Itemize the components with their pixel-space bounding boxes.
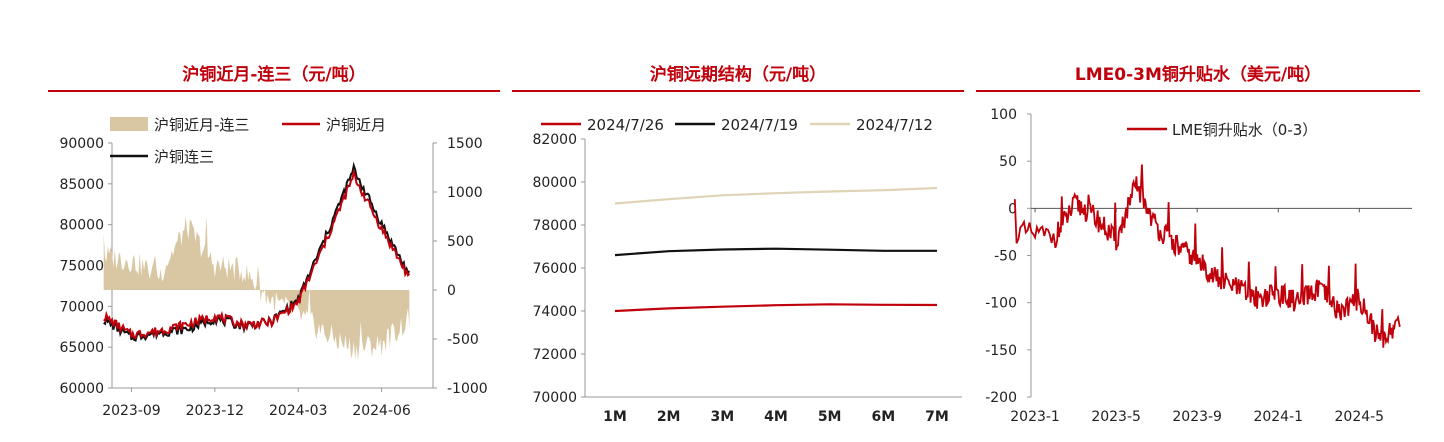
legend-label-0: 2024/7/26 [587,116,664,134]
chart-title: LME0-3M铜升贴水（美元/吨） [1074,65,1322,85]
x-tick-label: 2023-1 [1010,409,1060,425]
y-right-tick-label: -1000 [447,381,488,397]
y-tick-label: 74000 [532,304,577,320]
y-left-tick-label: 75000 [59,259,104,275]
series-area-spread [103,215,410,361]
y-tick-label: -100 [985,296,1017,312]
y-left-tick-label: 90000 [59,136,104,152]
x-tick-label: 2023-5 [1091,409,1141,425]
y-left-tick-label: 80000 [59,218,104,234]
x-tick-label: 7M [925,409,949,425]
title-underline [976,90,1420,92]
x-tick-label: 2024-06 [352,403,411,419]
chart-panel-forward-curve: 沪铜远期结构（元/吨） [512,0,964,442]
x-tick-label: 2023-09 [102,403,161,419]
title-underline [512,90,964,92]
legend-label-spread: 沪铜近月-连三 [154,116,249,134]
x-tick-label: 2M [657,409,681,425]
series-line-2 [614,186,938,205]
y-right-tick-label: 1500 [447,136,483,152]
y-tick-label: -150 [985,343,1017,359]
y-tick-label: 0 [1008,201,1017,217]
x-tick-label: 2024-1 [1253,409,1303,425]
y-tick-label: 80000 [532,175,577,191]
x-tick-label: 2024-03 [269,403,328,419]
legend-label-2: 2024/7/12 [856,116,933,134]
y-tick-label: -200 [985,390,1017,406]
legend-label-near: 沪铜近月 [326,116,386,134]
x-tick-label: 2023-12 [186,403,245,419]
y-left-tick-label: 85000 [59,177,104,193]
series-line-near-month [103,168,411,340]
x-tick-label: 3M [710,409,734,425]
chart-shfe-near-vs-third: 60000 65000 70000 75000 80000 85000 90000 -1000… [59,116,488,419]
chart-panel-shfe-spread: 沪铜近月-连三（元/吨） [48,0,500,442]
y-tick-label: -50 [994,249,1017,265]
y-left-tick-label: 60000 [59,381,104,397]
y-right-tick-label: 1000 [447,185,483,201]
legend-label-1: 2024/7/19 [721,116,798,134]
y-tick-label: 72000 [532,347,577,363]
legend-swatch-spread [110,117,148,131]
x-tick-label: 1M [603,409,627,425]
x-tick-label: 4M [764,409,788,425]
series-line-0 [614,303,938,313]
y-tick-label: 78000 [532,218,577,234]
y-tick-label: 70000 [532,390,577,406]
chart-panel-lme-spread: LME0-3M铜升贴水（美元/吨） [976,0,1420,442]
x-tick-label: 2024-5 [1335,409,1385,425]
y-tick-label: 82000 [532,132,577,148]
chart-title: 沪铜远期结构（元/吨） [649,65,827,85]
legend-label-third: 沪铜连三 [154,148,214,166]
y-left-tick-label: 65000 [59,340,104,356]
chart-title: 沪铜近月-连三（元/吨） [182,65,366,85]
x-tick-label: 6M [871,409,895,425]
series-line-1 [614,247,937,257]
chart-forward-structure: 70000 72000 74000 76000 78000 80000 82000 1M 2M 3… [532,116,962,425]
y-right-tick-label: -500 [447,332,479,348]
title-underline [48,90,500,92]
legend-label-lme: LME铜升贴水（0-3） [1172,121,1317,139]
y-tick-label: 76000 [532,261,577,277]
y-tick-label: 100 [990,107,1017,123]
y-left-tick-label: 70000 [59,299,104,315]
y-right-tick-label: 500 [447,234,474,250]
x-tick-label: 2023-9 [1172,409,1222,425]
y-right-tick-label: 0 [447,283,456,299]
y-tick-label: 50 [999,154,1017,170]
x-tick-label: 5M [818,409,842,425]
series-line-lme-spread [1013,164,1401,348]
